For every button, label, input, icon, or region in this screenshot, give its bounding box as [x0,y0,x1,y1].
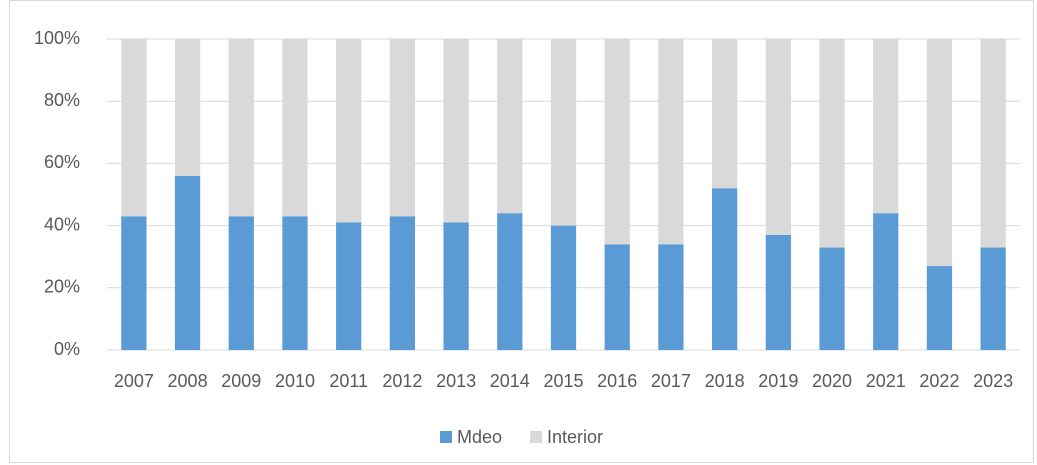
y-tick-label: 20% [44,277,80,297]
bar-segment [174,39,201,176]
x-tick-label: 2022 [919,371,959,391]
x-tick-label: 2007 [114,371,154,391]
bar-segment [282,216,308,350]
bar-segment [658,39,684,245]
bar-segment [443,39,469,223]
y-tick-label: 40% [44,214,80,234]
y-tick-label: 60% [44,152,80,172]
x-tick-label: 2020 [812,371,852,391]
bar-segment [765,39,791,235]
bar-segment [282,39,308,217]
bar-segment [174,175,201,350]
y-tick-label: 80% [44,90,80,110]
x-tick-label: 2014 [490,371,530,391]
bar-segment [711,188,738,350]
x-tick-label: 2011 [329,371,368,391]
legend-swatch [440,431,452,443]
x-tick-label: 2023 [973,371,1013,391]
bar-segment [873,39,899,214]
legend-label: Interior [547,427,603,447]
bar-segment [443,222,469,350]
x-tick-label: 2008 [168,371,208,391]
y-tick-label: 100% [34,28,80,48]
bar-segment [765,234,791,350]
bar-segment [336,222,362,350]
bar-segment [389,39,416,217]
x-tick-label: 2015 [543,371,583,391]
y-tick-label: 0% [54,339,80,359]
bar-segment [121,39,147,217]
bar-segment [873,213,899,350]
bar-segment [980,247,1006,350]
x-tick-label: 2009 [221,371,261,391]
bar-segment [336,39,362,223]
bar-segment [497,213,523,350]
bar-segment [819,39,845,248]
bar-segment [926,39,953,267]
bar-segment [121,216,147,350]
bar-segment [980,39,1006,248]
bar-segment [550,39,577,226]
bar-segment [926,266,953,350]
legend-swatch [530,431,543,443]
x-tick-label: 2010 [275,371,315,391]
legend-label: Mdeo [457,427,502,447]
bar-segment [389,216,416,350]
bar-segment [228,216,254,350]
x-tick-label: 2016 [597,371,637,391]
x-tick-label: 2019 [758,371,798,391]
bar-segment [228,39,254,217]
bar-segment [604,244,630,350]
bar-segment [711,39,738,189]
bar-segment [658,244,684,350]
bar-segment [819,247,845,350]
bar-segment [497,39,523,214]
x-tick-label: 2013 [436,371,476,391]
x-tick-label: 2017 [651,371,691,391]
bar-segment [604,39,630,245]
bar-segment [550,225,577,350]
x-tick-label: 2012 [382,371,422,391]
x-tick-label: 2021 [866,371,906,391]
x-tick-label: 2018 [705,371,745,391]
